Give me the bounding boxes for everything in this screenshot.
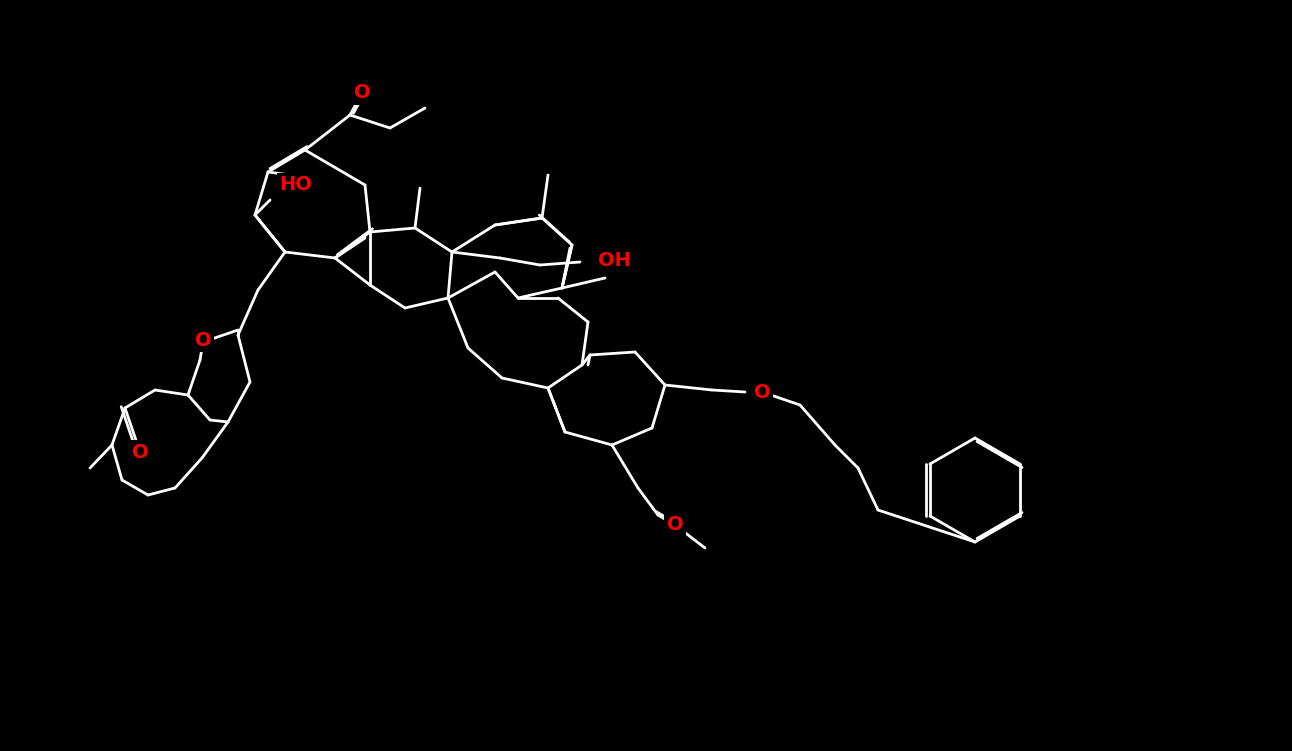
Text: O: O (132, 442, 149, 462)
Text: O: O (354, 83, 371, 102)
Text: O: O (195, 330, 212, 349)
Text: OH: OH (598, 251, 630, 270)
Text: O: O (667, 515, 683, 535)
Text: HO: HO (279, 176, 311, 195)
Text: O: O (753, 382, 770, 402)
